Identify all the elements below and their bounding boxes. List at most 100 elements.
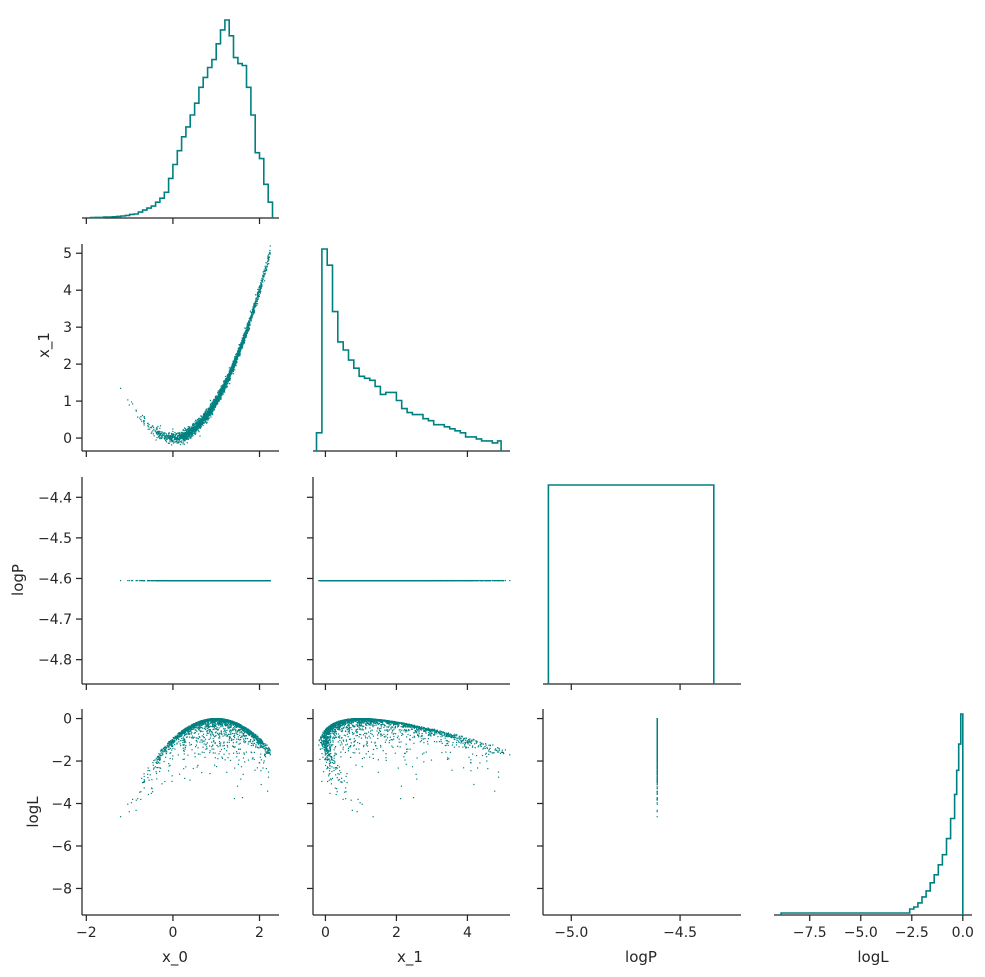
scatter-point	[196, 427, 198, 429]
scatter-point	[228, 378, 230, 380]
scatter-point	[167, 435, 169, 437]
scatter-point	[250, 315, 252, 317]
scatter-point	[207, 415, 209, 417]
scatter-point	[152, 433, 154, 435]
scatter-point	[267, 255, 269, 257]
scatter-point	[222, 387, 224, 389]
scatter-point	[209, 413, 211, 415]
scatter-point	[265, 268, 267, 270]
scatter-point	[218, 392, 220, 394]
scatter-point	[177, 438, 179, 440]
scatter-point	[204, 412, 206, 414]
scatter-point	[195, 426, 197, 428]
scatter-point	[195, 422, 197, 425]
scatter-point	[240, 344, 243, 346]
scatter-point	[269, 580, 271, 582]
scatter-point	[239, 353, 242, 355]
scatter-point	[193, 433, 195, 435]
scatter-point	[180, 437, 182, 439]
scatter-point	[244, 327, 246, 329]
scatter-point	[220, 390, 222, 393]
scatter-point	[181, 438, 183, 440]
scatter-point	[214, 402, 216, 404]
scatter-point	[238, 353, 241, 355]
scatter-point	[178, 439, 180, 441]
scatter-point	[241, 338, 243, 340]
scatter-point	[148, 424, 150, 426]
scatter-point	[188, 431, 190, 433]
scatter-point	[184, 427, 186, 429]
scatter-point	[192, 429, 194, 431]
scatter-point	[182, 429, 184, 431]
scatter-point	[225, 378, 227, 380]
scatter-point	[218, 395, 220, 397]
scatter-point	[248, 328, 250, 330]
scatter-point	[162, 436, 164, 438]
scatter-point	[183, 438, 185, 440]
scatter-point	[197, 418, 200, 420]
histogram-x_1	[315, 248, 502, 451]
scatter-point	[224, 375, 227, 378]
scatter-point	[170, 432, 173, 434]
scatter-point	[192, 422, 194, 425]
scatter-point	[224, 379, 226, 382]
scatter-point	[239, 346, 241, 348]
scatter-point	[232, 364, 234, 366]
scatter-point	[172, 436, 174, 438]
scatter-point	[253, 312, 255, 314]
scatter-point	[141, 414, 144, 417]
scatter-point	[254, 311, 256, 313]
scatter-point	[245, 336, 247, 338]
scatter-point	[161, 435, 163, 437]
scatter-point	[178, 441, 180, 443]
scatter-point	[266, 263, 268, 265]
scatter-point	[202, 417, 204, 419]
scatter-point	[235, 358, 237, 360]
scatter-point	[162, 432, 164, 434]
scatter-point	[232, 370, 234, 373]
scatter-point	[236, 354, 238, 357]
scatter-point	[260, 282, 262, 284]
scatter-point	[264, 280, 266, 282]
scatter-point	[183, 432, 185, 434]
scatter-point	[183, 439, 185, 441]
scatter-point	[218, 400, 220, 402]
scatter-point	[192, 432, 194, 434]
scatter-point	[219, 392, 221, 394]
scatter-point	[228, 367, 230, 369]
scatter-point	[198, 417, 200, 419]
scatter-point	[202, 424, 204, 426]
scatter-point	[257, 296, 260, 298]
scatter-point	[200, 425, 202, 427]
scatter-point	[197, 428, 199, 430]
scatter-point	[230, 366, 232, 368]
scatter-point	[268, 256, 270, 258]
scatter-point	[257, 288, 259, 290]
scatter-point	[264, 272, 266, 274]
scatter-point	[236, 356, 238, 358]
scatter-point	[132, 403, 134, 405]
scatter-point	[243, 332, 245, 334]
scatter-point	[171, 434, 173, 436]
scatter-point	[203, 412, 205, 414]
scatter-point	[256, 293, 258, 295]
scatter-point	[243, 337, 245, 339]
scatter-point	[255, 301, 257, 303]
scatter-point	[137, 580, 139, 582]
scatter-point	[202, 413, 205, 415]
scatter-point	[224, 387, 226, 389]
scatter-point	[155, 580, 157, 582]
scatter-point	[226, 383, 228, 385]
scatter-point	[216, 395, 218, 397]
scatter-point	[255, 297, 257, 300]
scatter-point	[268, 252, 271, 254]
scatter-point	[179, 434, 181, 436]
scatter-point	[152, 580, 154, 582]
scatter-point	[226, 386, 228, 388]
scatter-point	[171, 440, 174, 442]
scatter-point	[181, 433, 183, 435]
scatter-point	[216, 400, 218, 402]
scatter-point	[143, 420, 145, 422]
scatter-point	[254, 304, 256, 307]
scatter-point	[200, 420, 202, 422]
